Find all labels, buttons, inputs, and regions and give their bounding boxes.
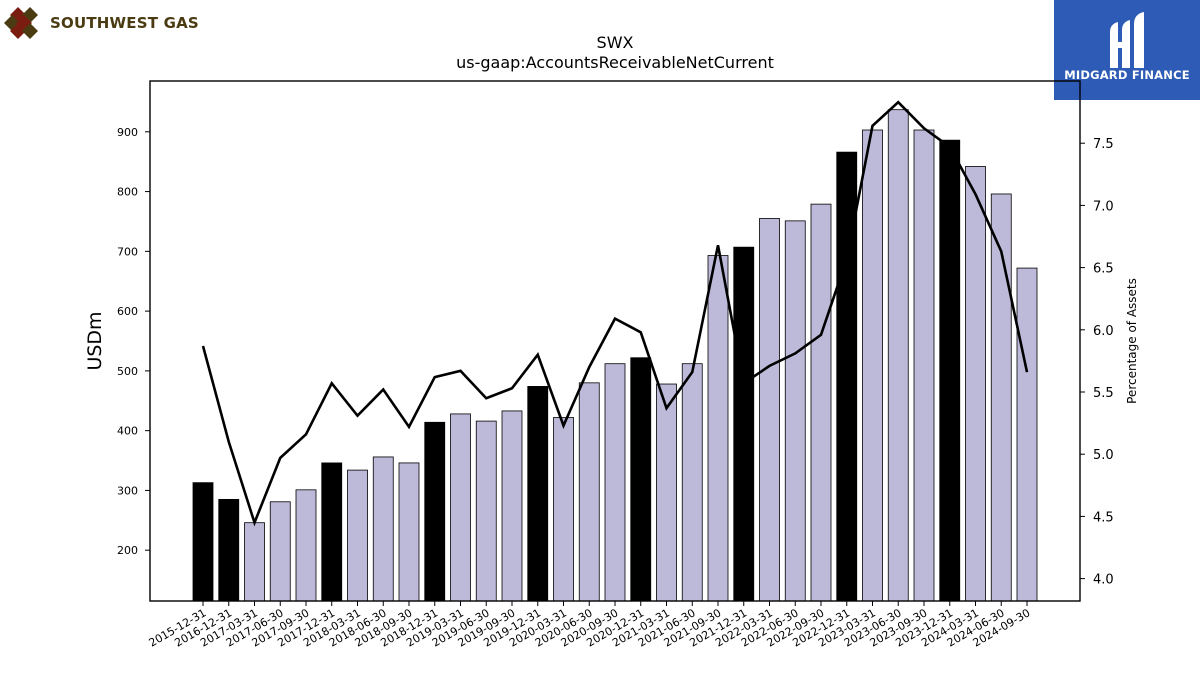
- brand-right: MIDGARD FINANCE: [1054, 0, 1200, 100]
- bar-2018-12-31: [424, 421, 446, 602]
- bar-2021-09-30: [707, 255, 729, 602]
- mf-monogram-logo-icon: [1110, 12, 1144, 68]
- y2-tick-label: 5.0: [1093, 448, 1114, 463]
- bar-2021-03-31: [656, 383, 677, 602]
- bar-2023-09-30: [913, 129, 935, 602]
- chart-title: SWX: [597, 33, 634, 52]
- bar-2017-06-30: [269, 501, 291, 602]
- y-tick-label: 800: [117, 186, 138, 199]
- bar-2019-03-31: [450, 413, 471, 602]
- bar-2017-03-31: [244, 522, 265, 602]
- bar-2024-09-30: [1016, 267, 1038, 602]
- bar-series: [192, 109, 1038, 602]
- y-tick-label: 200: [117, 544, 138, 557]
- bar-2022-06-30: [784, 220, 806, 602]
- bar-2018-06-30: [372, 456, 394, 602]
- bar-2020-09-30: [604, 363, 626, 602]
- bar-2023-03-31: [862, 129, 883, 602]
- bar-2022-09-30: [810, 203, 832, 602]
- y2-tick-label: 4.5: [1093, 510, 1114, 525]
- bar-2021-12-31: [733, 246, 755, 602]
- bar-2019-06-30: [475, 420, 497, 602]
- y-tick-label: 600: [117, 305, 138, 318]
- y2-axis-label: Percentage of Assets: [1125, 278, 1139, 404]
- bar-2021-06-30: [681, 363, 703, 602]
- y2-tick-label: 6.5: [1093, 262, 1114, 277]
- bar-2018-09-30: [398, 462, 420, 602]
- y2-tick-label: 7.0: [1093, 199, 1114, 214]
- diamond-lattice-logo-icon: [4, 7, 38, 39]
- bar-2019-09-30: [501, 410, 523, 602]
- percentage-line-series: [201, 100, 1029, 527]
- brand-left: SOUTHWEST GAS: [4, 5, 199, 41]
- bar-2020-06-30: [578, 382, 600, 602]
- brand-left-name: SOUTHWEST GAS: [50, 14, 199, 32]
- y-tick-label: 700: [117, 245, 138, 258]
- brand-right-name: MIDGARD FINANCE: [1064, 68, 1190, 82]
- bar-2023-12-31: [939, 139, 961, 602]
- y2-tick-label: 6.0: [1093, 324, 1114, 339]
- bar-2022-03-31: [759, 218, 780, 602]
- bar-2019-12-31: [527, 386, 549, 602]
- y-tick-label: 400: [117, 425, 138, 438]
- y-tick-label: 300: [117, 484, 138, 497]
- bar-2020-03-31: [553, 417, 574, 602]
- bar-2020-12-31: [630, 357, 652, 602]
- y-axis-label: USDm: [84, 311, 106, 370]
- bar-2018-03-31: [347, 469, 368, 602]
- percentage-line: [201, 100, 1029, 527]
- y-tick-label: 900: [117, 126, 138, 139]
- bar-2024-03-31: [965, 166, 986, 602]
- y-tick-label: 500: [117, 365, 138, 378]
- bar-2015-12-31: [192, 482, 214, 602]
- chart-subtitle: us-gaap:AccountsReceivableNetCurrent: [456, 53, 774, 72]
- bar-2023-06-30: [887, 109, 909, 602]
- bar-2017-09-30: [295, 489, 317, 602]
- y2-tick-label: 7.5: [1093, 137, 1114, 152]
- bar-2017-12-31: [321, 462, 343, 602]
- bar-2016-12-31: [218, 498, 240, 602]
- y2-tick-label: 5.5: [1093, 386, 1114, 401]
- y2-tick-label: 4.0: [1093, 573, 1114, 588]
